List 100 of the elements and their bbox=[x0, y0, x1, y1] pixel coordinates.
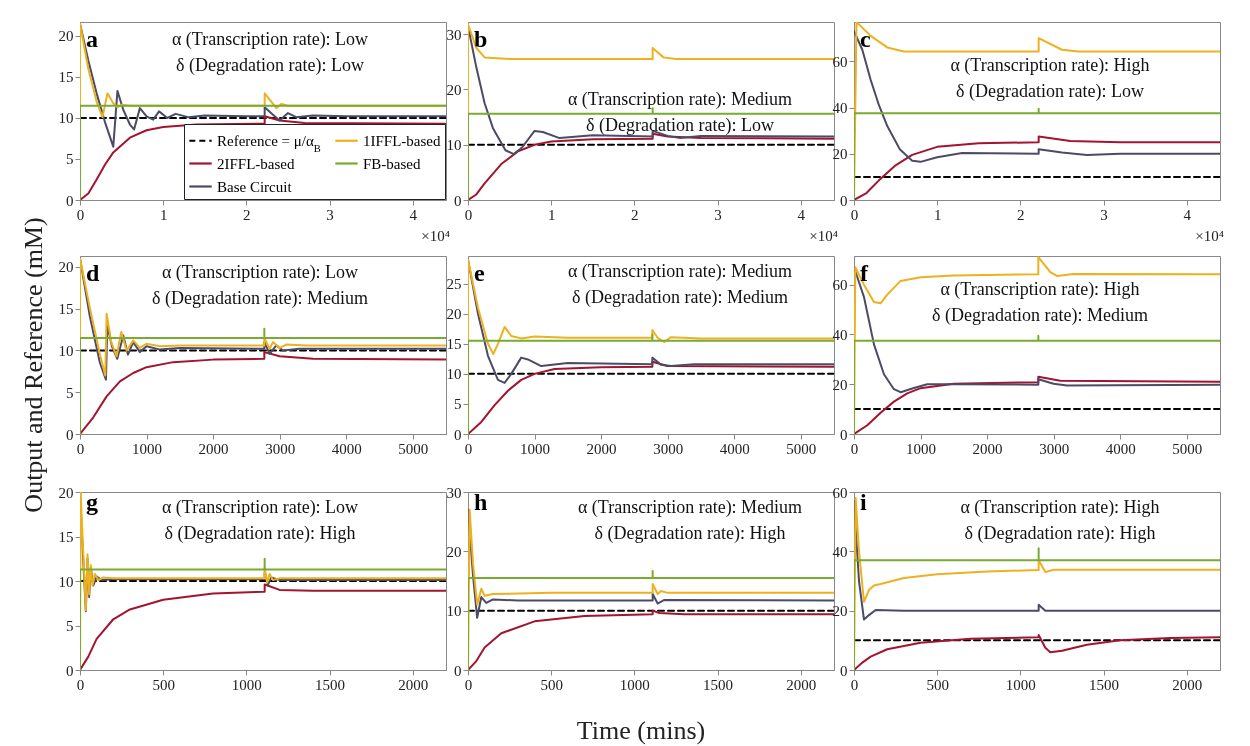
x-tick-label: 5000 bbox=[398, 440, 429, 457]
annotation: δ (Degradation rate): High bbox=[964, 523, 1156, 544]
x-tick-label: 500 bbox=[152, 676, 175, 693]
y-tick-label: 60 bbox=[832, 484, 848, 501]
y-tick-label: 0 bbox=[66, 426, 74, 443]
y-tick-label: 40 bbox=[832, 100, 848, 117]
annotation: α (Transcription rate): High bbox=[960, 497, 1160, 518]
y-tick-label: 20 bbox=[58, 484, 74, 501]
y-tick-label: 15 bbox=[58, 301, 74, 318]
legend-label: Reference = μ/α$_{B}$ bbox=[217, 132, 321, 154]
x-tick-label: 1000 bbox=[520, 440, 551, 457]
legend-label: FB-based bbox=[363, 155, 421, 172]
text: ×10⁴ bbox=[421, 228, 450, 244]
x-tick-label: 2000 bbox=[198, 440, 229, 457]
chart-title: a bbox=[86, 26, 98, 52]
y-tick-label: 15 bbox=[58, 69, 74, 86]
x-tick-label: 2 bbox=[1017, 206, 1025, 223]
chart-title: g bbox=[86, 489, 98, 515]
x-tick-label: 500 bbox=[926, 676, 949, 693]
x-tick-label: 1000 bbox=[906, 440, 937, 457]
chart-title: f bbox=[860, 260, 869, 286]
x-tick-label: 3000 bbox=[1039, 440, 1070, 457]
y-tick-label: 5 bbox=[66, 384, 74, 401]
x-tick-label: 4000 bbox=[1105, 440, 1136, 457]
annotation: α (Transcription rate): High bbox=[940, 279, 1140, 300]
y-tick-label: 0 bbox=[840, 662, 848, 679]
x-tick-label: 1000 bbox=[231, 676, 262, 693]
y-axis-title: Output and Reference (mM) bbox=[19, 217, 49, 513]
y-tick-label: 0 bbox=[454, 426, 462, 443]
chart-title: d bbox=[86, 260, 100, 286]
x-tick-label: 5000 bbox=[786, 440, 817, 457]
annotation: α (Transcription rate): Low bbox=[171, 29, 369, 50]
y-tick-label: 20 bbox=[832, 146, 848, 163]
annotation: α (Transcription rate): Medium bbox=[567, 89, 793, 110]
x-tick-label: 3 bbox=[714, 206, 722, 223]
y-tick-label: 20 bbox=[446, 81, 462, 98]
x-tick-label: 2000 bbox=[398, 676, 429, 693]
y-tick-label: 20 bbox=[832, 376, 848, 393]
x-axis-title: Time (mins) bbox=[576, 716, 706, 746]
annotation: δ (Degradation rate): Medium bbox=[572, 287, 788, 308]
x-tick-label: 2 bbox=[243, 206, 251, 223]
annotation: δ (Degradation rate): Medium bbox=[932, 305, 1148, 326]
annotation: α (Transcription rate): Low bbox=[161, 262, 359, 283]
x-tick-label: 1 bbox=[159, 206, 168, 223]
y-tick-label: 10 bbox=[58, 573, 74, 590]
y-tick-label: 5 bbox=[66, 618, 74, 634]
y-tick-label: 40 bbox=[832, 543, 848, 560]
annotation: δ (Degradation rate): High bbox=[594, 523, 786, 544]
x-tick-label: 2000 bbox=[786, 676, 817, 693]
x-tick-label: 1500 bbox=[1089, 676, 1120, 693]
y-tick-label: 20 bbox=[446, 306, 462, 323]
y-tick-label: 0 bbox=[454, 662, 462, 679]
annotation: α (Transcription rate): Medium bbox=[577, 497, 803, 518]
x-tick-label: 4 bbox=[409, 206, 418, 223]
y-tick-label: 20 bbox=[58, 259, 74, 276]
annotation: α (Transcription rate): Medium bbox=[567, 261, 793, 282]
x-tick-label: 1000 bbox=[619, 676, 650, 693]
text: ×10⁴ bbox=[1195, 228, 1224, 244]
x-tick-label: 1500 bbox=[703, 676, 734, 693]
y-tick-label: 10 bbox=[446, 366, 462, 383]
y-tick-label: 40 bbox=[832, 326, 848, 343]
y-tick-label: 20 bbox=[832, 603, 848, 620]
x-tick-label: 3000 bbox=[653, 440, 684, 457]
x-tick-label: 4 bbox=[797, 206, 806, 223]
y-tick-label: 0 bbox=[840, 426, 848, 443]
chart-title: e bbox=[474, 260, 485, 286]
annotation: δ (Degradation rate): Low bbox=[586, 115, 774, 136]
annotation: δ (Degradation rate): Medium bbox=[152, 288, 368, 309]
y-tick-label: 60 bbox=[832, 277, 848, 294]
chart-title: h bbox=[474, 489, 488, 515]
y-tick-label: 0 bbox=[66, 192, 74, 209]
y-tick-label: 0 bbox=[840, 192, 848, 209]
x-tick-label: 3000 bbox=[265, 440, 296, 457]
annotation: α (Transcription rate): High bbox=[950, 55, 1150, 76]
y-tick-label: 60 bbox=[832, 53, 848, 70]
y-tick-label: 10 bbox=[446, 137, 462, 154]
y-tick-label: 30 bbox=[446, 26, 462, 43]
chart-title: i bbox=[860, 489, 867, 515]
x-tick-label: 2000 bbox=[586, 440, 617, 457]
chart-title: b bbox=[474, 26, 488, 52]
x-tick-label: 4000 bbox=[331, 440, 362, 457]
x-tick-label: 1000 bbox=[1005, 676, 1036, 693]
x-tick-label: 1500 bbox=[315, 676, 346, 693]
x-tick-label: 5000 bbox=[1172, 440, 1203, 457]
text: ×10⁴ bbox=[809, 228, 838, 244]
annotation: δ (Degradation rate): Low bbox=[956, 81, 1144, 102]
y-tick-label: 0 bbox=[66, 662, 74, 679]
y-tick-label: 25 bbox=[446, 276, 462, 293]
y-tick-label: 15 bbox=[58, 529, 74, 545]
y-tick-label: 20 bbox=[58, 28, 74, 45]
x-tick-label: 1 bbox=[933, 206, 942, 223]
chart-title: c bbox=[860, 26, 871, 52]
x-tick-label: 2000 bbox=[972, 440, 1003, 457]
y-tick-label: 0 bbox=[454, 192, 462, 209]
y-tick-label: 5 bbox=[454, 396, 462, 413]
y-tick-label: 30 bbox=[446, 484, 462, 501]
annotation: α (Transcription rate): Low bbox=[161, 497, 359, 518]
x-tick-label: 2 bbox=[631, 206, 639, 223]
y-tick-label: 20 bbox=[446, 543, 462, 560]
y-tick-label: 10 bbox=[58, 110, 74, 127]
